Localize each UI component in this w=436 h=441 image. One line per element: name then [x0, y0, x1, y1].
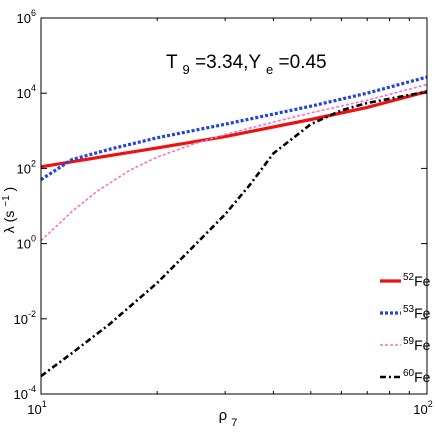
legend-label-52Fe: 52Fe — [403, 272, 431, 289]
y-tick-label: 106 — [17, 8, 36, 26]
annotation-y-subscript: e — [266, 62, 273, 77]
series-line-52Fe — [40, 90, 428, 169]
legend-label-59Fe: 59Fe — [403, 336, 431, 353]
x-axis-label-subscript: 7 — [231, 417, 237, 429]
legend-label-53Fe: 53Fe — [403, 304, 431, 321]
x-tick-label: 101 — [27, 399, 46, 417]
y-axis-label-superscript: −1 — [1, 195, 12, 207]
legend: 52Fe 53Fe 59Fe 60Fe — [380, 272, 431, 385]
plot-frame — [40, 17, 428, 395]
y-tick-label: 10-2 — [14, 309, 36, 327]
x-axis-label-main: ρ — [219, 407, 228, 424]
legend-label-60Fe: 60Fe — [403, 368, 431, 385]
y-tick-label: 104 — [17, 83, 36, 101]
x-axis-label: ρ 7 — [219, 407, 238, 429]
ticks-layer: 101 102 10-4 10-2 100 102 104 106 — [14, 8, 433, 417]
series-line-53Fe — [40, 75, 428, 182]
plot-lines — [40, 75, 428, 378]
annotation-tail: =0.45 — [279, 52, 327, 73]
y-axis-label: λ (s −1 ) — [0, 187, 17, 233]
y-tick-label: 100 — [17, 234, 36, 252]
y-tick-label: 102 — [17, 158, 36, 176]
series-line-60Fe — [40, 90, 428, 378]
y-tick-label: 10-4 — [14, 384, 36, 402]
y-axis-label-post: ) — [1, 187, 17, 192]
annotation-mid: =3.34,Y — [195, 52, 261, 73]
annotation-t-subscript: 9 — [183, 62, 190, 77]
annotation-t: T — [166, 52, 178, 73]
x-tick-label: 102 — [413, 399, 432, 417]
chart-annotation: T 9 =3.34,Y e =0.45 — [166, 52, 327, 79]
y-axis-label-pre: λ (s — [1, 211, 17, 234]
